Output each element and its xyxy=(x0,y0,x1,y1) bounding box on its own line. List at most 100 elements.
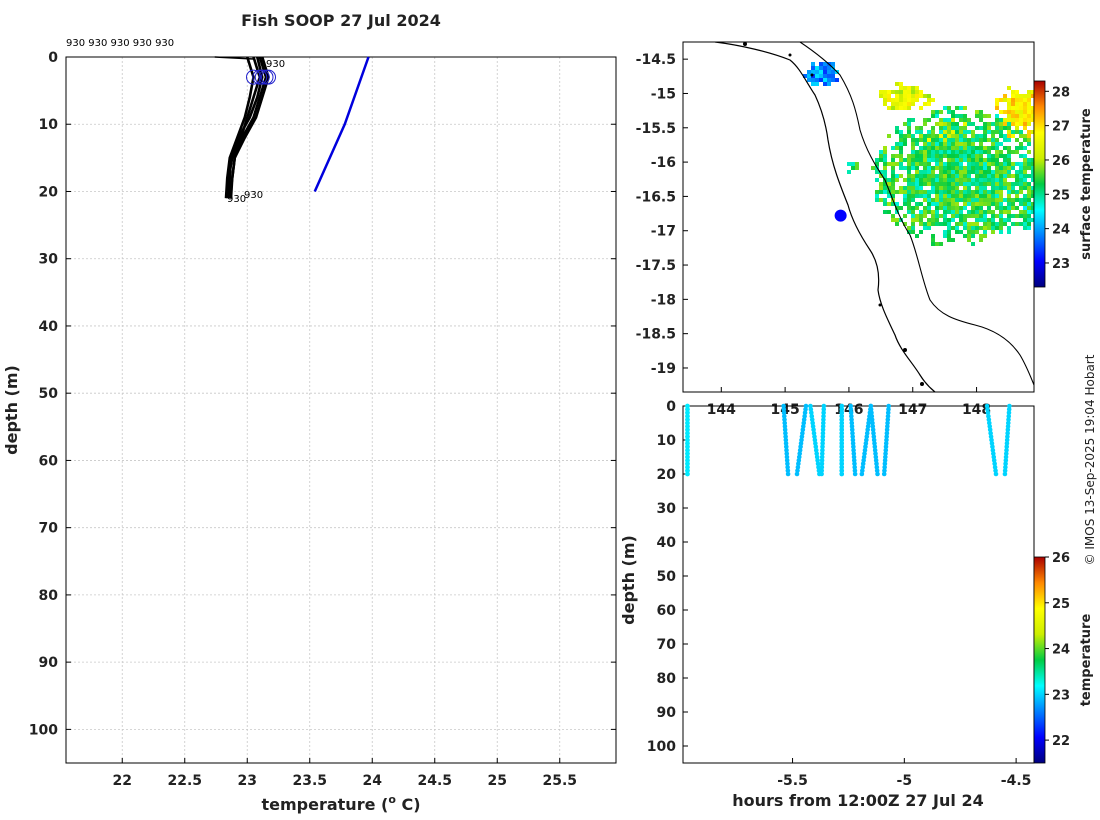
cast-point xyxy=(796,458,802,463)
sst-cell xyxy=(1023,178,1027,182)
sst-cell xyxy=(919,194,923,198)
cast-point xyxy=(781,407,787,412)
sst-cell xyxy=(995,202,999,206)
sst-cell xyxy=(991,146,995,150)
sst-cell xyxy=(895,90,899,94)
sst-cell xyxy=(931,166,935,170)
cast-point xyxy=(783,430,788,436)
profile-x-label-degree: o xyxy=(388,793,396,806)
sst-cell xyxy=(911,206,915,210)
sst-cell xyxy=(971,122,975,126)
sst-cell xyxy=(1011,106,1015,110)
sst-cell xyxy=(935,158,939,162)
cast-point xyxy=(800,427,806,433)
sst-cell xyxy=(971,130,975,134)
sst-cell xyxy=(963,142,967,146)
sst-cell xyxy=(999,186,1003,190)
cast-point xyxy=(875,471,880,477)
sst-cell xyxy=(919,190,923,194)
sst-cell xyxy=(887,194,891,198)
cast-point xyxy=(849,413,854,419)
sst-cell xyxy=(875,158,879,162)
sst-cell xyxy=(995,162,999,166)
sst-cell xyxy=(967,214,971,218)
sst-cell xyxy=(987,218,991,222)
sst-cell xyxy=(987,174,991,178)
profile-label-bottom: 930 xyxy=(244,190,263,201)
map-lon-tick-label: 144 xyxy=(707,402,736,418)
sst-cell xyxy=(1007,182,1011,186)
sst-cell xyxy=(1011,174,1015,178)
sst-cell xyxy=(939,174,943,178)
sst-cell xyxy=(987,166,991,170)
sst-cell xyxy=(1015,162,1019,166)
sst-cell xyxy=(927,146,931,150)
sst-cell xyxy=(1027,182,1031,186)
sst-cell xyxy=(915,190,919,194)
cast-point xyxy=(870,427,876,433)
cast-point xyxy=(1004,447,1009,453)
sst-cell xyxy=(887,210,891,214)
cast-point xyxy=(886,407,891,412)
sst-cell xyxy=(971,138,975,142)
sst-cell xyxy=(919,186,923,190)
cast-point xyxy=(820,430,826,436)
profile-y-tick-label: 70 xyxy=(39,521,59,537)
cast-point xyxy=(851,447,856,453)
cast-point xyxy=(862,451,867,456)
time-depth-y-tick-label: 0 xyxy=(666,399,676,415)
sst-cell xyxy=(1003,210,1007,214)
cast-point xyxy=(798,441,804,446)
profile-y-ticks: 0 10 20 30 40 50 60 70 80 90 100 xyxy=(29,50,616,738)
sst-cell xyxy=(819,70,823,74)
profile-start-circle xyxy=(261,69,276,85)
sst-cell xyxy=(943,194,947,198)
sst-cell xyxy=(999,122,1003,126)
sst-cell xyxy=(907,134,911,138)
sst-cell xyxy=(999,202,1003,206)
sst-cell xyxy=(967,238,971,242)
sst-cell xyxy=(983,174,987,178)
cast-point xyxy=(987,424,993,429)
sst-cell xyxy=(1015,94,1019,98)
sst-cell xyxy=(895,98,899,102)
sst-cell xyxy=(979,162,983,166)
cast-point xyxy=(800,430,805,436)
sst-cell xyxy=(987,178,991,182)
sst-cell xyxy=(987,194,991,198)
sst-cell xyxy=(967,190,971,194)
sst-cell xyxy=(887,182,891,186)
sst-cell xyxy=(815,74,819,78)
coastline-mainland xyxy=(714,42,936,392)
cast-point xyxy=(815,461,821,467)
cast-point xyxy=(797,451,803,456)
cast-point xyxy=(850,441,856,446)
sst-cell xyxy=(895,146,899,150)
sst-cell xyxy=(831,74,835,78)
sst-cell xyxy=(967,158,971,162)
sst-cell xyxy=(887,190,891,194)
sst-cell xyxy=(1019,118,1023,122)
cast-point xyxy=(785,471,791,477)
reef-outline xyxy=(799,42,1034,386)
cast-point xyxy=(874,468,880,473)
sst-cell xyxy=(935,182,939,186)
cast-point xyxy=(685,447,690,453)
sst-cell xyxy=(991,130,995,134)
sst-cell xyxy=(947,222,951,226)
cast-point xyxy=(1005,424,1011,429)
sst-cell xyxy=(999,182,1003,186)
sst-cell xyxy=(1007,102,1011,106)
sst-cell xyxy=(883,202,887,206)
sst-cell xyxy=(919,146,923,150)
sst-cell xyxy=(939,158,943,162)
sst-cell xyxy=(1023,186,1027,190)
sst-cell xyxy=(927,226,931,230)
sst-cell xyxy=(991,222,995,226)
sst-cell xyxy=(1007,206,1011,210)
sst-cell xyxy=(963,126,967,130)
sst-cell xyxy=(915,90,919,94)
sst-cell xyxy=(899,174,903,178)
cast-point xyxy=(784,454,790,460)
sst-cell xyxy=(907,118,911,122)
